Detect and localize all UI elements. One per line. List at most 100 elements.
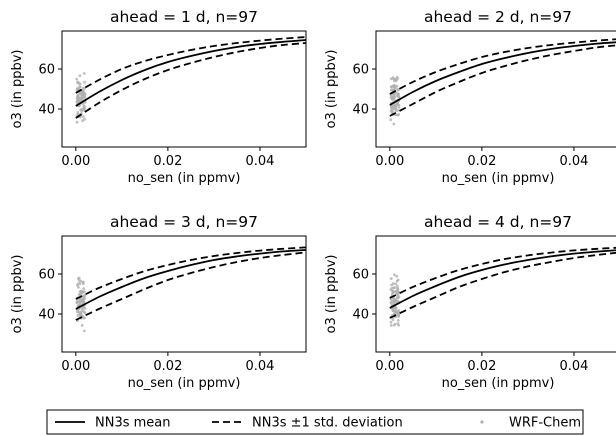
y-tick-label: 40 xyxy=(38,103,55,118)
panel-2: 0.00 0.02 0.04 40 60 ahead = 2 d, n=97 no_sen … xyxy=(324,8,616,186)
scatter-point xyxy=(396,102,399,105)
mean-line xyxy=(75,39,306,107)
scatter-point xyxy=(81,119,84,123)
y-axis-label: o3 (in ppbv) xyxy=(324,255,339,334)
plot-frame xyxy=(375,235,616,353)
scatter-point xyxy=(79,108,83,111)
scatter-point xyxy=(83,107,86,111)
scatter-point xyxy=(390,88,393,92)
panel-title: ahead = 3 d, n=97 xyxy=(110,213,258,231)
scatter-point xyxy=(78,74,82,78)
scatter-point xyxy=(393,85,397,88)
mean-line xyxy=(389,249,616,309)
scatter-point xyxy=(391,95,395,99)
scatter-point xyxy=(76,111,79,114)
scatter-point xyxy=(83,87,86,90)
plot-frame xyxy=(375,30,616,148)
scatter-point xyxy=(396,290,400,294)
legend-entry-2: NN3s ±1 std. deviation xyxy=(212,416,403,431)
plot-frame xyxy=(61,30,307,148)
scatter-point xyxy=(396,109,400,112)
scatter-point xyxy=(389,324,393,327)
y-tick-label: 40 xyxy=(38,308,55,323)
scatter-point xyxy=(396,293,400,297)
scatter-point xyxy=(82,316,86,320)
legend-label: NN3s mean xyxy=(95,416,171,431)
x-tick-label: 0.00 xyxy=(61,359,90,374)
y-tick-label: 40 xyxy=(352,103,369,118)
scatter-wrf-chem xyxy=(389,273,401,327)
scatter-point xyxy=(78,282,82,285)
scatter-point xyxy=(392,107,396,111)
scatter-point xyxy=(83,118,86,121)
scatter-point xyxy=(82,72,86,75)
mean-line xyxy=(389,41,616,106)
x-tick-label: 0.04 xyxy=(245,154,274,169)
scatter-point xyxy=(391,289,395,293)
std-dev-line xyxy=(389,251,616,319)
scatter-point xyxy=(390,286,394,290)
y-tick-label: 60 xyxy=(38,268,55,283)
legend-entry-1: NN3s mean xyxy=(55,416,171,431)
scatter-point xyxy=(83,294,87,297)
std-dev-line xyxy=(75,251,306,321)
scatter-point xyxy=(83,329,86,333)
scatter-point xyxy=(394,289,398,293)
scatter-point xyxy=(76,313,80,317)
mean-line xyxy=(75,249,306,310)
x-tick-label: 0.00 xyxy=(375,359,404,374)
lines xyxy=(389,38,616,117)
scatter-point xyxy=(390,283,393,287)
scatter-point xyxy=(81,89,85,93)
scatter-point xyxy=(82,92,86,96)
scatter-point xyxy=(82,115,85,119)
panel-title: ahead = 4 d, n=97 xyxy=(424,213,572,231)
x-axis-label: no_sen (in ppmv) xyxy=(442,376,555,391)
scatter-point xyxy=(397,106,401,109)
std-dev-line xyxy=(389,44,616,117)
x-tick-label: 0.00 xyxy=(61,154,90,169)
scatter-point xyxy=(82,301,85,304)
scatter-point xyxy=(79,91,83,95)
scatter-point xyxy=(82,287,86,291)
scatter-point xyxy=(391,318,395,322)
x-tick-label: 0.02 xyxy=(153,359,182,374)
panel-title: ahead = 1 d, n=97 xyxy=(110,8,258,26)
y-axis-label: o3 (in ppbv) xyxy=(10,255,25,334)
x-tick-label: 0.02 xyxy=(467,359,496,374)
y-tick-label: 60 xyxy=(38,63,55,78)
scatter-wrf-chem xyxy=(75,72,87,124)
scatter-point xyxy=(395,274,399,278)
scatter-point xyxy=(77,285,80,289)
x-axis-label: no_sen (in ppmv) xyxy=(128,376,241,391)
x-axis-label: no_sen (in ppmv) xyxy=(128,171,241,186)
scatter-point xyxy=(389,77,393,81)
x-tick-label: 0.02 xyxy=(153,154,182,169)
y-axis-label: o3 (in ppbv) xyxy=(324,50,339,129)
legend-box xyxy=(46,409,584,435)
legend-label: NN3s ±1 std. deviation xyxy=(252,416,403,431)
scatter-point xyxy=(77,97,80,100)
scatter-point xyxy=(76,81,79,84)
scatter-point xyxy=(393,306,396,310)
scatter-point xyxy=(393,299,396,302)
lines xyxy=(389,246,616,319)
y-tick-label: 60 xyxy=(352,268,369,283)
scatter-point xyxy=(393,286,396,289)
panel-1: 0.00 0.02 0.04 40 60 ahead = 1 d, n=97 no_sen … xyxy=(10,8,307,186)
scatter-point xyxy=(78,82,82,86)
lines xyxy=(75,36,306,119)
scatter-point xyxy=(83,95,87,99)
plot-frame xyxy=(61,235,307,353)
scatter-point xyxy=(392,79,396,83)
x-tick-label: 0.04 xyxy=(559,359,588,374)
scatter-point xyxy=(79,96,83,100)
std-dev-line xyxy=(75,246,306,300)
scatter-point xyxy=(75,301,79,304)
scatter-point xyxy=(397,93,400,96)
scatter-point xyxy=(389,118,393,122)
scatter-point xyxy=(395,75,399,79)
scatter-point xyxy=(389,85,393,89)
scatter-point xyxy=(392,323,396,327)
scatter-point xyxy=(390,106,393,109)
